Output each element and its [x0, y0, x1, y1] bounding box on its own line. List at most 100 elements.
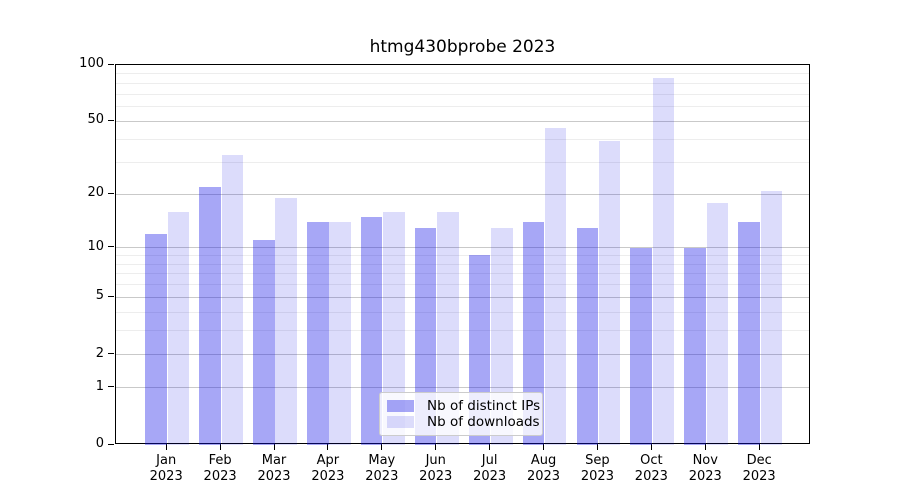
x-tick-label: Jun 2023 [409, 453, 463, 484]
x-tick-label: May 2023 [355, 453, 409, 484]
x-tick-year: 2023 [257, 468, 291, 484]
bar-distinct-ips [145, 233, 167, 445]
bar-downloads [437, 211, 459, 445]
y-tick [108, 192, 114, 194]
bar-distinct-ips [684, 247, 706, 445]
bar-distinct-ips [307, 222, 329, 445]
x-tick-year: 2023 [634, 468, 668, 484]
gridline-minor [116, 284, 809, 286]
x-tick [543, 444, 545, 450]
gridline-minor [116, 82, 809, 84]
y-tick-label: 0 [95, 436, 104, 451]
y-tick-label: 1 [95, 378, 104, 394]
x-tick-label: Nov 2023 [678, 453, 732, 484]
x-tick [381, 444, 383, 450]
gridline-minor [116, 138, 809, 140]
bar-downloads [598, 141, 621, 445]
gridline-major [116, 193, 809, 195]
y-tick-label: 10 [87, 238, 104, 254]
x-tick-year: 2023 [473, 468, 507, 484]
y-tick-label: 50 [87, 112, 104, 128]
y-tick-label: 5 [95, 288, 104, 304]
gridline-minor [116, 73, 809, 75]
bar-downloads [652, 78, 675, 445]
x-tick-year: 2023 [580, 468, 614, 484]
bar-downloads [167, 211, 190, 445]
gridline-major [116, 120, 809, 122]
legend-label-distinct-ips: Nb of distinct IPs [427, 398, 541, 414]
y-tick [108, 443, 114, 445]
bar-downloads [544, 128, 567, 445]
x-tick-label: Jul 2023 [463, 453, 517, 484]
legend-item-downloads: Nb of downloads [387, 415, 540, 429]
x-tick-label: Aug 2023 [517, 453, 571, 484]
gridline-minor [116, 273, 809, 275]
x-tick-year: 2023 [311, 468, 345, 484]
bar-distinct-ips [522, 222, 545, 445]
x-tick [704, 444, 706, 450]
gridline-major [116, 296, 809, 298]
gridline-minor [116, 161, 809, 163]
legend-label-downloads: Nb of downloads [427, 414, 540, 430]
y-tick [108, 386, 114, 388]
gridline-minor [116, 254, 809, 256]
bar-downloads [760, 190, 783, 445]
x-tick [435, 444, 437, 450]
gridline-minor [116, 106, 809, 108]
y-tick-label: 100 [79, 56, 104, 71]
legend-item-distinct-ips: Nb of distinct IPs [387, 399, 540, 413]
y-tick [108, 63, 114, 65]
y-tick-label: 2 [95, 345, 104, 361]
x-tick-label: Sep 2023 [570, 453, 624, 484]
x-tick [327, 444, 329, 450]
y-tick [108, 119, 114, 121]
bar-downloads [329, 222, 351, 445]
x-tick-label: Jan 2023 [139, 453, 193, 484]
bar-distinct-ips [253, 240, 275, 445]
x-tick [489, 444, 491, 450]
legend-swatch-distinct-ips [387, 400, 414, 412]
bar-downloads [275, 198, 297, 445]
x-tick-year: 2023 [149, 468, 183, 484]
legend: Nb of distinct IPs Nb of downloads [379, 392, 543, 436]
y-tick [108, 295, 114, 297]
gridline-minor [116, 93, 809, 95]
y-tick [108, 353, 114, 355]
x-tick [650, 444, 652, 450]
x-tick-label: Apr 2023 [301, 453, 355, 484]
x-tick-year: 2023 [688, 468, 722, 484]
gridline-major [116, 354, 809, 356]
gridline-minor [116, 263, 809, 265]
x-tick-label: Feb 2023 [193, 453, 247, 484]
x-tick-label: Dec 2023 [732, 453, 786, 484]
bar-distinct-ips [360, 216, 383, 445]
chart-title: htmg430bprobe 2023 [369, 37, 556, 57]
x-tick [219, 444, 221, 450]
x-tick [758, 444, 760, 450]
plot-area [115, 64, 810, 445]
x-tick-year: 2023 [419, 468, 453, 484]
x-tick-year: 2023 [742, 468, 776, 484]
bar-distinct-ips [414, 227, 437, 445]
bar-downloads [491, 227, 513, 445]
x-tick-label: Oct 2023 [624, 453, 678, 484]
bar-distinct-ips [576, 227, 598, 445]
bar-downloads [706, 202, 729, 445]
bar-downloads [221, 154, 243, 445]
x-tick [273, 444, 275, 450]
bar-downloads [383, 211, 405, 445]
x-tick-year: 2023 [203, 468, 237, 484]
y-tick [108, 246, 114, 248]
x-tick [165, 444, 167, 450]
y-tick-label: 20 [87, 185, 104, 201]
bar-distinct-ips [199, 186, 221, 445]
gridline-minor [116, 330, 809, 332]
x-tick-year: 2023 [526, 468, 561, 484]
gridline-major [116, 247, 809, 249]
gridline-minor [116, 311, 809, 313]
legend-swatch-downloads [387, 416, 414, 428]
x-tick-year: 2023 [365, 468, 399, 484]
x-tick-label: Mar 2023 [247, 453, 301, 484]
bar-distinct-ips [738, 222, 760, 445]
